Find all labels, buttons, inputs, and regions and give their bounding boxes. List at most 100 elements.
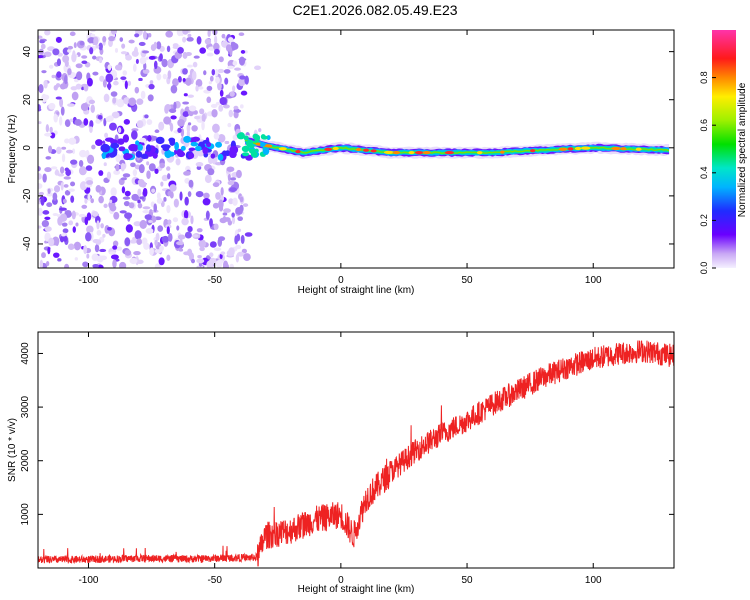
noise-blob (90, 198, 94, 204)
noise-blob (146, 161, 150, 166)
noise-blob (215, 76, 220, 84)
noise-blob (103, 203, 108, 209)
noise-blob (213, 42, 220, 51)
noise-blob (78, 166, 87, 176)
ridge-hotspot (295, 150, 301, 154)
noise-blob (223, 104, 230, 109)
noise-blob (148, 163, 156, 172)
noise-blob (203, 192, 210, 199)
noise-blob (210, 103, 218, 109)
noise-blob (93, 36, 99, 46)
noise-blob (188, 105, 197, 112)
noise-blob (47, 246, 51, 255)
noise-blob (111, 111, 120, 119)
noise-blob (203, 70, 207, 76)
noise-blob (107, 81, 111, 91)
noise-blob (70, 195, 75, 203)
y-tick-label: -40 (22, 236, 33, 251)
noise-blob (39, 259, 44, 268)
noise-blob (229, 263, 234, 268)
noise-blob (154, 168, 159, 174)
noise-blob (52, 212, 59, 217)
noise-blob (108, 35, 115, 42)
noise-blob (68, 188, 75, 192)
noise-blob (61, 153, 66, 163)
noise-blob (231, 212, 235, 218)
noise-blob (145, 56, 150, 60)
noise-blob (115, 163, 120, 172)
noise-blob (234, 67, 242, 71)
noise-blob (69, 118, 74, 122)
noise-blob (87, 193, 91, 202)
noise-blob (184, 196, 189, 206)
noise-blob (104, 137, 114, 142)
colorbar-tick-label: 0.6 (699, 119, 709, 132)
noise-blob (229, 47, 233, 57)
colorbar-ticks: 0.0 0.2 0.4 0.6 0.8 (699, 71, 716, 274)
ridge-hotspot (558, 147, 568, 151)
noise-blob (169, 122, 174, 132)
noise-blob (53, 252, 60, 258)
noise-blob (199, 47, 206, 54)
noise-blob (149, 80, 154, 85)
noise-blob (150, 44, 157, 52)
noise-blob (100, 223, 104, 229)
ridge-hotspot (247, 144, 255, 149)
noise-blob (222, 215, 227, 222)
noise-blob (73, 78, 79, 83)
noise-blob (47, 188, 51, 194)
noise-blob (73, 241, 82, 251)
noise-blob (136, 120, 144, 129)
noise-blob (172, 217, 179, 223)
noise-blob (91, 253, 99, 261)
noise-blob (74, 257, 78, 261)
noise-blob (202, 146, 209, 155)
ridge-hotspot (242, 152, 250, 157)
noise-blob (195, 190, 204, 198)
x-tick-label: -50 (207, 575, 222, 586)
noise-blob (61, 146, 67, 150)
noise-blob (124, 80, 128, 90)
noise-blob (167, 190, 173, 197)
noise-blob (38, 121, 42, 125)
noise-blob (187, 33, 192, 38)
noise-blob (49, 126, 53, 134)
y-tick-label: 40 (22, 46, 33, 58)
noise-blob (114, 47, 119, 53)
noise-blob (204, 174, 212, 184)
noise-blob (226, 166, 235, 172)
noise-blob (191, 258, 195, 264)
noise-blob (131, 50, 139, 57)
noise-blob (119, 261, 127, 268)
noise-blob (166, 204, 171, 214)
noise-blob (92, 239, 100, 244)
noise-blob (67, 103, 75, 107)
noise-blob (148, 83, 155, 90)
noise-blob (85, 232, 92, 242)
snr-panel: -100 -50 0 50 100 1000 2000 3000 4000 Height of… (7, 331, 675, 595)
noise-blob (44, 30, 51, 36)
noise-blob (158, 257, 165, 266)
noise-blob (240, 50, 246, 54)
noise-blob (207, 261, 214, 268)
noise-blob (109, 199, 113, 204)
noise-blob (182, 78, 186, 82)
noise-blob (235, 169, 242, 179)
noise-blob (63, 176, 71, 180)
noise-blob (140, 182, 147, 188)
noise-blob (129, 257, 138, 265)
noise-blob (204, 38, 212, 45)
ridge-hotspot (266, 135, 271, 141)
noise-blob (145, 227, 154, 234)
ridge-hotspot (236, 132, 244, 140)
x-tick-label: 100 (585, 575, 602, 586)
spectrogram-y-label: Frequency (Hz) (7, 115, 18, 184)
noise-blob (239, 104, 244, 109)
noise-blob (191, 136, 201, 142)
ridge-hotspot (476, 151, 483, 155)
noise-blob (183, 93, 188, 97)
noise-blob (78, 149, 87, 158)
noise-blob (187, 191, 192, 197)
y-tick-label: 20 (22, 94, 33, 106)
noise-blob (88, 99, 96, 105)
